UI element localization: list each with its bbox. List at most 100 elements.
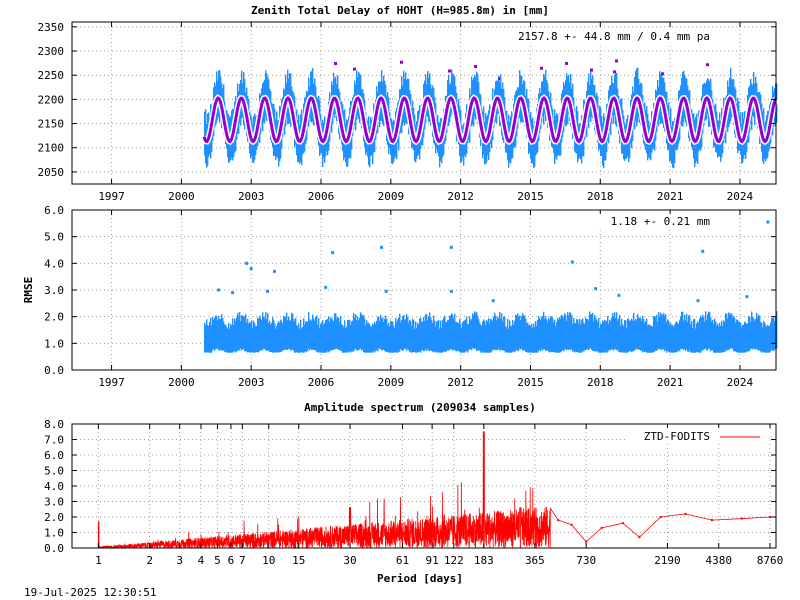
rmse-point: [681, 311, 683, 349]
rmse-point: [703, 317, 705, 350]
rmse-point: [340, 316, 342, 351]
rmse-point: [342, 324, 344, 353]
rmse-point: [529, 324, 531, 353]
rmse-point: [322, 319, 324, 353]
rmse-point: [518, 316, 520, 351]
rmse-point: [567, 312, 569, 350]
rmse-point: [596, 319, 598, 352]
rmse-point: [418, 324, 420, 353]
rmse-point: [520, 320, 522, 350]
rmse-point: [763, 321, 765, 352]
rmse-point: [659, 316, 661, 350]
rmse-point: [756, 312, 758, 349]
rmse-point: [264, 318, 266, 350]
rmse-point: [326, 319, 328, 353]
rmse-point: [387, 324, 389, 353]
rmse-point: [652, 326, 654, 353]
rmse-outlier: [696, 299, 700, 303]
rmse-point: [334, 313, 336, 350]
rmse-point: [621, 318, 623, 353]
rmse-point: [359, 317, 361, 350]
rmse-point: [229, 328, 231, 353]
rmse-point: [656, 314, 658, 351]
rmse-point: [555, 326, 557, 353]
rmse-point: [345, 327, 347, 353]
ztd-point: [568, 75, 570, 115]
rmse-point: [511, 325, 513, 353]
spectrum-tail-point: [600, 526, 603, 529]
chart2-data: [204, 220, 778, 353]
rmse-outlier: [766, 220, 770, 224]
rmse-point: [395, 318, 397, 352]
rmse-point: [280, 319, 282, 353]
chart1-xtick-label: 2000: [168, 190, 195, 203]
rmse-point: [694, 319, 696, 353]
rmse-point: [577, 319, 579, 353]
spectrum-tail-point: [570, 523, 573, 526]
rmse-point: [481, 325, 483, 352]
rmse-point: [491, 319, 493, 352]
rmse-point: [611, 317, 613, 349]
chart2-annotation: 1.18 +- 0.21 mm: [611, 215, 711, 228]
rmse-point: [456, 322, 458, 352]
rmse-point: [690, 324, 692, 353]
rmse-point: [488, 318, 490, 353]
rmse-point: [303, 318, 305, 353]
chart1-xtick-label: 2012: [447, 190, 474, 203]
rmse-point: [725, 313, 727, 350]
rmse-point: [449, 315, 451, 350]
rmse-point: [411, 325, 413, 353]
chart3-legend-bg: [626, 428, 770, 444]
rmse-point: [471, 319, 473, 351]
rmse-point: [333, 321, 335, 350]
rmse-point: [453, 318, 455, 350]
rmse-point: [231, 325, 233, 353]
rmse-point: [618, 318, 620, 352]
rmse-point: [564, 313, 566, 350]
rmse-point: [386, 318, 388, 352]
rmse-point: [586, 319, 588, 350]
rmse-point: [210, 317, 212, 353]
rmse-point: [728, 312, 730, 350]
rmse-point: [352, 320, 354, 352]
rmse-point: [657, 321, 659, 350]
rmse-point: [298, 323, 300, 353]
rmse-point: [325, 319, 327, 353]
chart1-axes: 1997 2000 2003 2006 2009 2012 2015 2018 2021 2024…: [38, 21, 776, 203]
rmse-point: [754, 321, 756, 350]
rmse-point: [361, 314, 363, 351]
rmse-point: [735, 322, 737, 352]
rmse-point: [759, 316, 761, 351]
rmse-point: [336, 318, 338, 349]
rmse-point: [534, 327, 536, 353]
rmse-point: [548, 317, 550, 352]
rmse-point: [574, 322, 576, 353]
rmse-point: [523, 315, 525, 351]
rmse-outlier: [265, 289, 269, 293]
rmse-point: [223, 321, 225, 351]
rmse-point: [343, 327, 345, 353]
rmse-point: [470, 320, 472, 350]
rmse-point: [764, 322, 766, 353]
rmse-point: [734, 318, 736, 352]
rmse-point: [256, 325, 258, 352]
rmse-point: [208, 325, 210, 353]
rmse-point: [566, 320, 568, 351]
rmse-point: [776, 311, 778, 349]
chart2-ytick-label: 1.0: [44, 337, 64, 350]
rmse-point: [356, 320, 358, 351]
rmse-point: [526, 322, 528, 352]
rmse-point: [629, 320, 631, 352]
rmse-point: [217, 320, 219, 349]
rmse-point: [738, 321, 740, 353]
rmse-point: [747, 323, 749, 352]
rmse-point: [642, 315, 644, 353]
ztd-outlier: [448, 69, 451, 73]
rmse-point: [257, 317, 259, 353]
rmse-point: [360, 312, 362, 349]
ztd-outlier: [540, 66, 543, 70]
rmse-point: [698, 323, 700, 353]
rmse-point: [392, 321, 394, 353]
chart3-xtick-label: 122: [444, 554, 464, 567]
rmse-point: [348, 320, 350, 353]
